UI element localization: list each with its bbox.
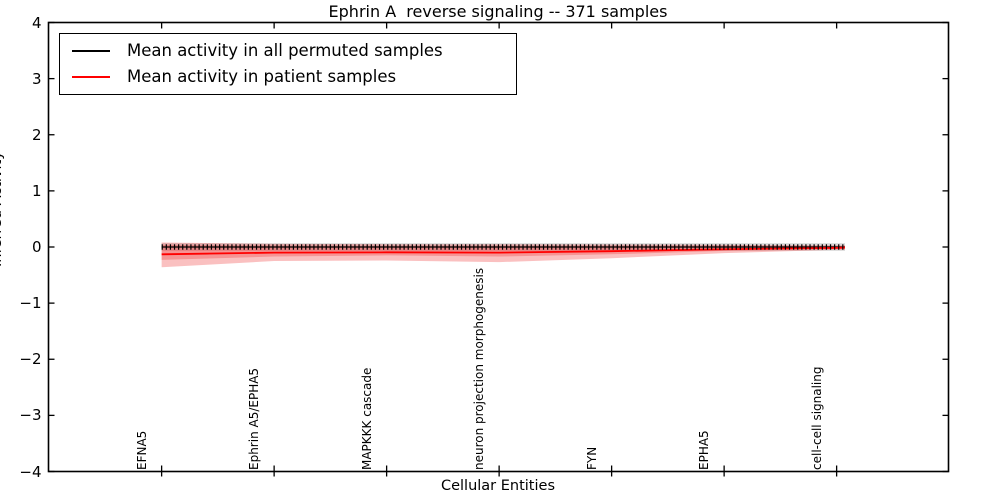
y-tick-label: −1 bbox=[19, 294, 42, 313]
x-tick-label: MAPKKK cascade bbox=[359, 367, 374, 470]
x-tick-label: Ephrin A5/EPHA5 bbox=[247, 367, 262, 470]
legend-label-patient-samples: Mean activity in patient samples bbox=[127, 67, 397, 87]
legend: Mean activity in all permuted samples Me… bbox=[59, 33, 517, 95]
y-tick-label: 2 bbox=[31, 125, 42, 144]
legend-entry-permuted: Mean activity in all permuted samples bbox=[60, 41, 516, 61]
patient-std-band-inner bbox=[161, 245, 845, 260]
legend-label-permuted-samples: Mean activity in all permuted samples bbox=[127, 41, 443, 61]
chart-title: Ephrin A reverse signaling -- 371 sample… bbox=[328, 2, 668, 21]
y-tick-label: 0 bbox=[31, 238, 42, 256]
legend-line-patient-samples bbox=[72, 75, 110, 78]
y-tick-label: 1 bbox=[31, 181, 42, 200]
x-tick-label: FYN bbox=[584, 446, 599, 470]
legend-line-permuted-samples bbox=[72, 50, 110, 52]
y-tick-label: −3 bbox=[19, 406, 42, 425]
permuted-std-band bbox=[161, 243, 845, 251]
patient-mean-line bbox=[161, 246, 846, 256]
x-tick-label: cell-cell signaling bbox=[809, 366, 824, 470]
y-tick-label: −4 bbox=[19, 462, 42, 481]
x-tick-label: neuron projection morphogenesis bbox=[472, 267, 487, 470]
x-axis-label: Cellular Entities bbox=[440, 478, 556, 494]
y-tick-label: −2 bbox=[19, 350, 42, 369]
x-tick-label: EPHA5 bbox=[697, 429, 712, 470]
legend-entry-patient: Mean activity in patient samples bbox=[60, 67, 516, 87]
patient-std-band-outer bbox=[161, 242, 845, 268]
y-tick-label: 3 bbox=[31, 69, 42, 88]
x-tick-label: EFNA5 bbox=[134, 430, 149, 470]
y-tick-label: 4 bbox=[31, 13, 42, 32]
